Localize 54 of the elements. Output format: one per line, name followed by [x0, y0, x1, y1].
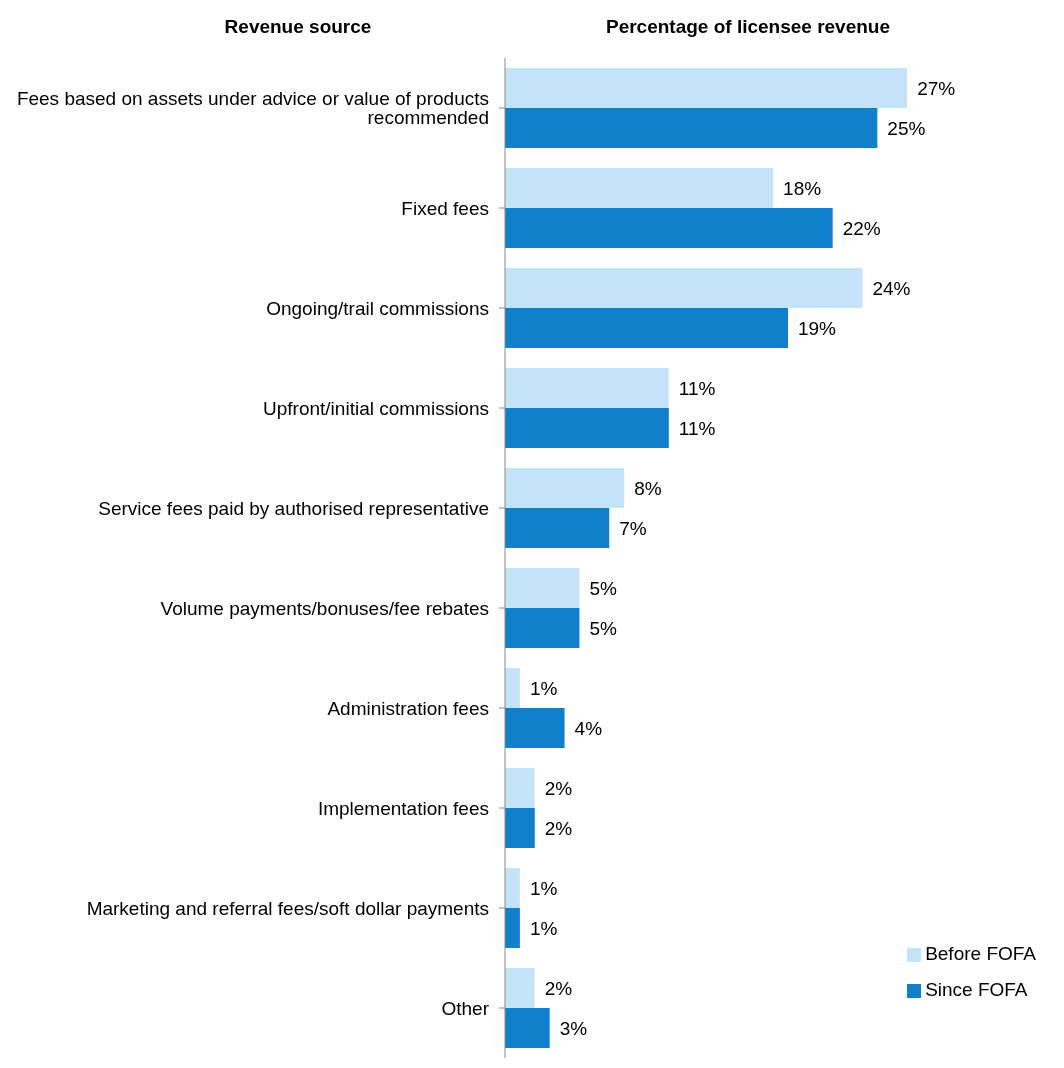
y-tick-label: Volume payments/bonuses/fee rebates — [160, 597, 489, 619]
bar — [505, 668, 520, 708]
bar — [505, 708, 565, 748]
bar — [505, 308, 788, 348]
data-label: 11% — [678, 377, 716, 399]
bar — [505, 68, 908, 108]
bar — [505, 168, 774, 208]
data-label: 11% — [678, 417, 716, 439]
data-label: 2% — [544, 817, 573, 839]
y-tick-label: Fixed fees — [401, 197, 489, 219]
data-label: 5% — [589, 617, 618, 639]
bar — [505, 108, 878, 148]
data-label: 1% — [529, 877, 558, 899]
data-label: 19% — [797, 317, 837, 339]
data-label: 7% — [619, 517, 647, 539]
data-label: 3% — [559, 1017, 588, 1039]
bar — [505, 868, 520, 908]
bar — [505, 1008, 550, 1048]
bar — [505, 468, 625, 508]
legend-label: Before FOFA — [925, 943, 1036, 964]
bar — [505, 908, 520, 948]
bar — [505, 608, 580, 648]
data-label: 27% — [917, 77, 956, 99]
y-tick-label: Ongoing/trail commissions — [266, 297, 489, 319]
data-label: 1% — [529, 677, 558, 699]
data-label: 22% — [842, 217, 881, 239]
legend-label: Since FOFA — [925, 979, 1028, 1000]
y-axis-title: Revenue source — [223, 16, 373, 38]
data-label: 25% — [887, 117, 926, 139]
bar — [505, 568, 580, 608]
bar — [505, 808, 535, 848]
x-axis-title: Percentage of licensee revenue — [604, 16, 892, 38]
bar — [505, 368, 669, 408]
bar — [505, 268, 863, 308]
data-label: 5% — [589, 577, 618, 599]
y-tick-label: Implementation fees — [317, 797, 489, 819]
y-tick-label: Service fees paid by authorised representative — [98, 497, 489, 519]
bar — [505, 968, 535, 1008]
data-label: 4% — [574, 717, 603, 739]
y-tick-label: Other — [441, 997, 490, 1019]
data-label: 2% — [544, 777, 573, 799]
data-label: 8% — [634, 477, 662, 499]
data-label: 1% — [529, 917, 558, 939]
bar — [505, 208, 833, 248]
data-label: 24% — [872, 277, 911, 299]
y-tick-label: Administration fees — [327, 697, 489, 719]
y-tick-label: Fees based on assets under advice or value of products recommended — [16, 88, 489, 129]
y-tick-label: Upfront/initial commissions — [263, 397, 489, 419]
y-tick-label: Marketing and referral fees/soft dollar payments — [86, 897, 489, 919]
bar — [505, 408, 669, 448]
bar — [505, 768, 535, 808]
data-label: 2% — [544, 977, 573, 999]
data-label: 18% — [783, 177, 822, 199]
bar — [505, 508, 610, 548]
